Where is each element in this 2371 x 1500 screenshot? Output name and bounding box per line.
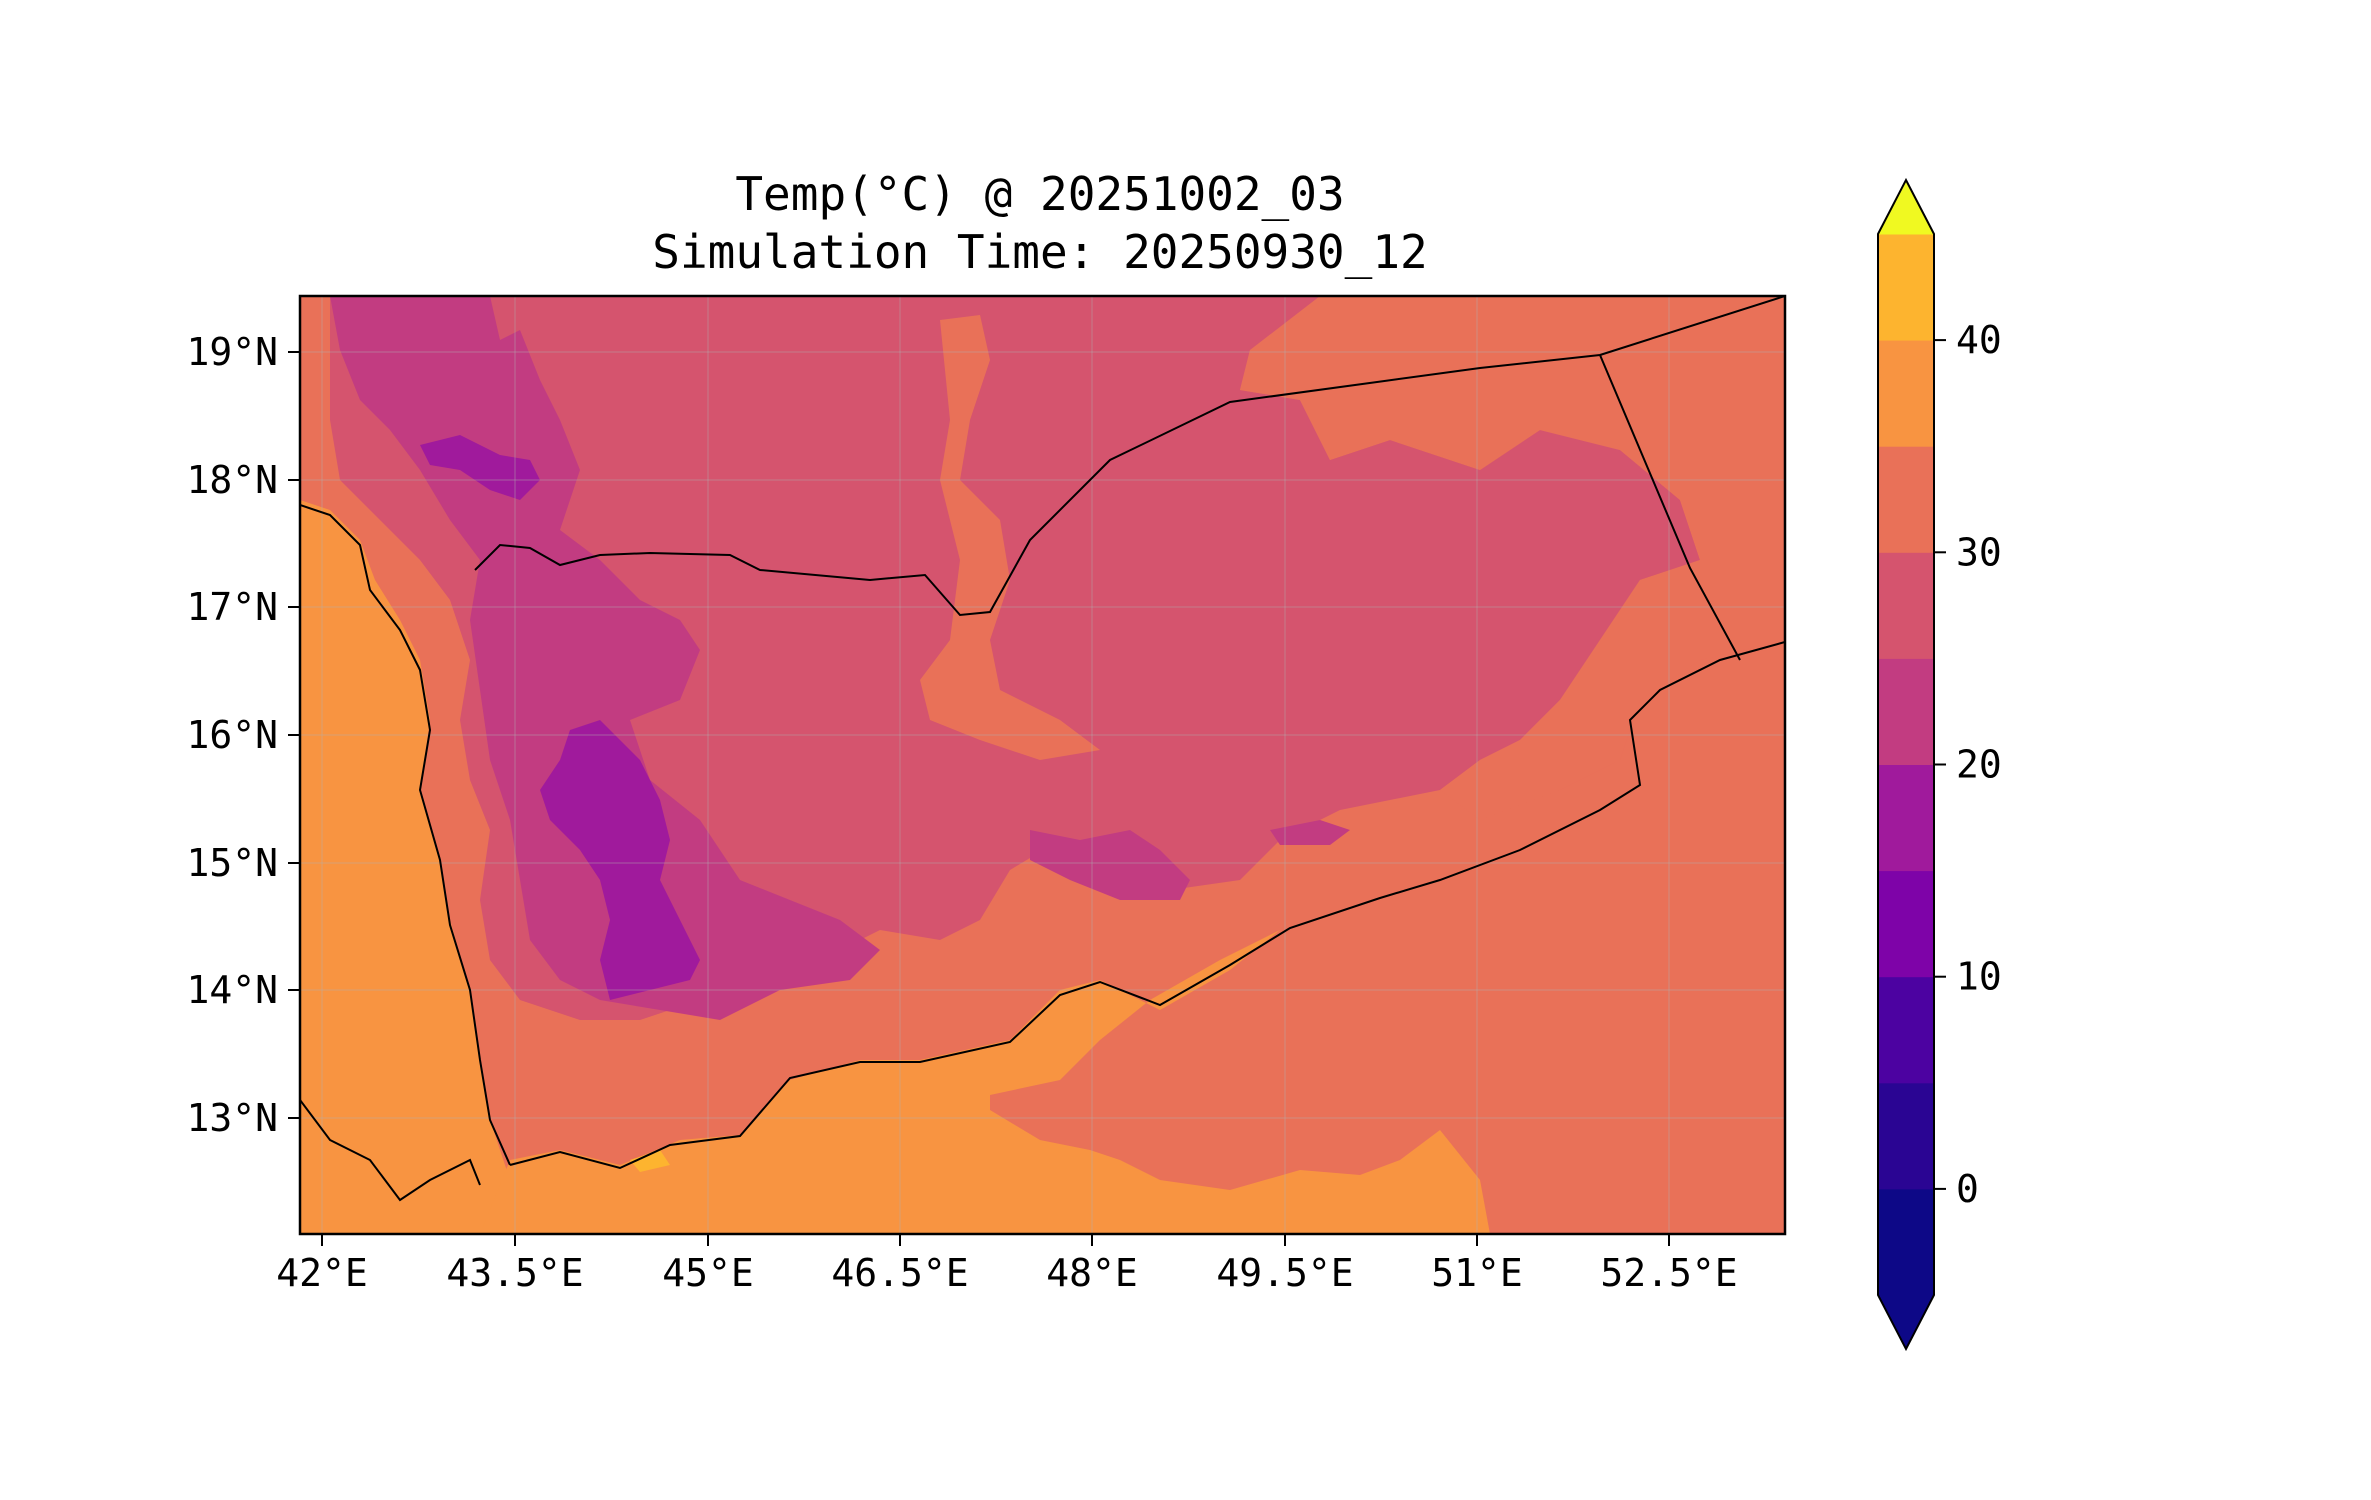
saudi-yemen-border [474, 354, 1601, 617]
highland-cold-central [540, 720, 700, 1000]
y-tick-label-19n: 19°N [186, 330, 278, 374]
colorbar-segment [1878, 446, 1934, 553]
highland-cool-zone [330, 296, 880, 1020]
x-tick-label-46-5e: 46.5°E [831, 1251, 968, 1295]
y-tick-label-15n: 15°N [186, 841, 278, 885]
african-coastline [300, 1099, 481, 1202]
map-gridlines [300, 296, 1785, 1234]
x-tick-label-48e: 48°E [1046, 1251, 1138, 1295]
y-tick-label-13n: 13°N [186, 1096, 278, 1140]
western-coastline [300, 504, 511, 1166]
y-tick-label-18n: 18°N [186, 458, 278, 502]
colorbar-segment [1878, 234, 1934, 341]
x-tick-label-43-5e: 43.5°E [446, 1251, 583, 1295]
colorbar-segment [1878, 976, 1934, 1084]
colorbar-segment [1878, 870, 1934, 978]
northern-border [1599, 296, 1785, 356]
highland-cool-east [1030, 830, 1190, 900]
colorbar-segment [1878, 764, 1934, 872]
gulf-of-aden-region [480, 930, 1490, 1234]
colorbar-segment [1878, 658, 1934, 765]
title-line-1: Temp(°C) @ 20251002_03 [735, 167, 1344, 221]
colorbar-segment [1878, 1188, 1934, 1296]
y-axis: 19°N 18°N 17°N 16°N 15°N 14°N 13°N [186, 330, 300, 1140]
x-tick-label-45e: 45°E [662, 1251, 754, 1295]
hot-coastal-patch [630, 1150, 670, 1172]
colorbar-tick-label: 10 [1956, 955, 2002, 999]
x-tick-label-49-5e: 49.5°E [1216, 1251, 1353, 1295]
colorbar-tick-label: 20 [1956, 743, 2002, 787]
highland-cold-north [420, 435, 540, 500]
y-tick-label-16n: 16°N [186, 713, 278, 757]
map-frame [298, 294, 1787, 1236]
x-tick-label-52-5e: 52.5°E [1600, 1251, 1737, 1295]
x-axis: 42°E 43.5°E 45°E 46.5°E 48°E 49.5°E 51°E… [276, 1234, 1738, 1295]
coastlines-and-borders [300, 296, 1785, 1202]
map-plot [300, 296, 1785, 1234]
southern-coastline [509, 641, 1785, 1170]
colorbar-tick-label: 0 [1956, 1167, 1979, 1211]
colorbar-extend-min [1878, 1295, 1934, 1349]
x-tick-label-51e: 51°E [1431, 1251, 1523, 1295]
red-sea-region [300, 500, 520, 1234]
colorbar: 0 10 20 30 40 [1877, 177, 2002, 1352]
colorbar-tick-label: 30 [1956, 530, 2002, 574]
colorbar-extend-max [1878, 180, 1934, 234]
saudi-oman-border [1599, 354, 1741, 661]
y-tick-label-17n: 17°N [186, 585, 278, 629]
warm-plume [920, 315, 1100, 760]
y-tick-label-14n: 14°N [186, 968, 278, 1012]
highland-cool-small [1270, 820, 1350, 845]
colorbar-segment [1878, 234, 1934, 235]
desert-warm-interior [1240, 296, 1785, 820]
colorbar-outline [1877, 177, 1935, 1352]
colorbar-segment [1878, 1082, 1934, 1190]
title-line-2: Simulation Time: 20250930_12 [652, 225, 1427, 279]
colorbar-tick-label: 40 [1956, 318, 2002, 362]
colorbar-segment [1878, 552, 1934, 659]
colorbar-segment [1878, 340, 1934, 447]
x-tick-label-42e: 42°E [276, 1251, 368, 1295]
